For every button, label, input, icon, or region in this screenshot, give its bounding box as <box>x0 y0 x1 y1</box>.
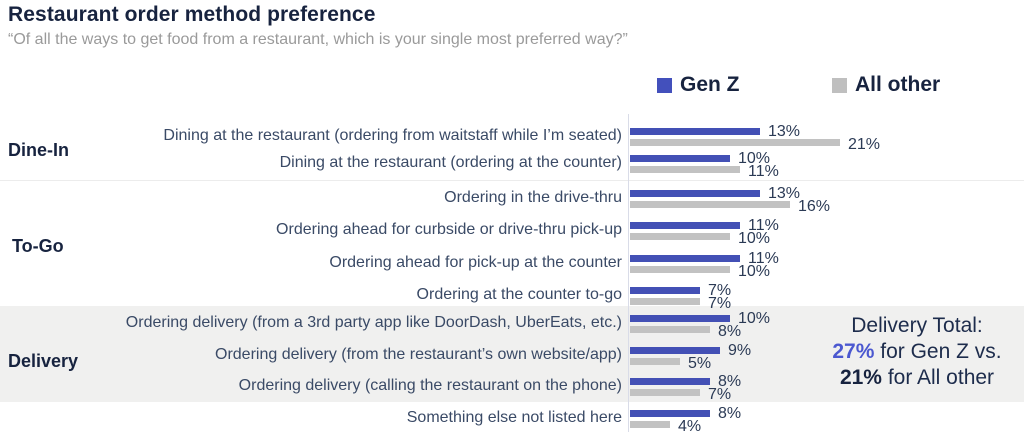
all-other-bar <box>630 201 790 208</box>
chart-subtitle: “Of all the ways to get food from a rest… <box>8 31 628 48</box>
genz-value-label: 10% <box>738 310 771 327</box>
group-label-delivery: Delivery <box>8 351 79 371</box>
row-label: Ordering ahead for pick-up at the counte… <box>329 254 622 271</box>
all-other-bar <box>630 298 700 305</box>
delivery-total-title: Delivery Total: <box>851 314 983 337</box>
all-other-bar <box>630 326 710 333</box>
delivery-total-other-value: 21% <box>839 366 882 389</box>
genz-bar <box>630 128 760 135</box>
row-label: Ordering in the drive-thru <box>444 189 622 206</box>
all-other-bar <box>630 233 730 240</box>
all-other-value-label: 10% <box>738 263 771 280</box>
all-other-bar <box>630 389 700 396</box>
all-other-bar <box>630 358 680 365</box>
group-label-to-go: To-Go <box>12 236 64 256</box>
all-other-value-label: 5% <box>688 355 712 372</box>
row-label: Dining at the restaurant (ordering at th… <box>279 154 622 171</box>
row-label: Ordering delivery (from a 3rd party app … <box>125 314 622 331</box>
genz-value-label: 7% <box>708 282 732 299</box>
genz-value-label: 11% <box>748 250 779 267</box>
group-label-dine-in: Dine-In <box>8 140 69 160</box>
genz-value-label: 13% <box>768 123 801 140</box>
all-other-value-label: 8% <box>718 323 742 340</box>
all-other-value-label: 16% <box>798 198 831 215</box>
all-other-value-label: 21% <box>848 136 881 153</box>
all-other-value-label: 11% <box>748 163 779 180</box>
genz-bar <box>630 155 730 162</box>
row-label: Ordering delivery (calling the restauran… <box>238 377 622 394</box>
genz-value-label: 8% <box>718 373 742 390</box>
row-label: Ordering at the counter to-go <box>416 286 622 303</box>
all-other-bar <box>630 266 730 273</box>
genz-bar <box>630 255 740 262</box>
delivery-total-genz-value: 27% <box>832 340 875 363</box>
genz-swatch-icon <box>657 77 672 93</box>
genz-bar <box>630 315 730 322</box>
genz-bar <box>630 190 760 197</box>
all-other-bar <box>630 166 740 173</box>
genz-bar <box>630 287 700 294</box>
legend-genz-label: Gen Z <box>680 73 740 96</box>
row-label: Ordering delivery (from the restaurant’s… <box>215 346 622 363</box>
all-other-bar <box>630 139 840 146</box>
all-other-value-label: 7% <box>708 386 732 403</box>
delivery-highlight-band <box>0 306 1024 402</box>
legend-all-other-label: All other <box>855 73 941 96</box>
all-other-value-label: 4% <box>678 418 702 435</box>
group-divider-line <box>0 180 1024 181</box>
all-other-value-label: 10% <box>738 230 771 247</box>
genz-bar <box>630 378 710 385</box>
legend-item-genz: Gen Z <box>657 73 740 97</box>
all-other-bar <box>630 421 670 428</box>
all-other-value-label: 7% <box>708 295 732 312</box>
row-label: Ordering ahead for curbside or drive-thr… <box>276 221 622 238</box>
chart-axis-line <box>628 114 629 432</box>
genz-value-label: 13% <box>768 185 801 202</box>
row-label: Dining at the restaurant (ordering from … <box>163 127 622 144</box>
page-title: Restaurant order method preference <box>8 3 376 26</box>
genz-bar <box>630 347 720 354</box>
delivery-total-callout: Delivery Total: 27% for Gen Z vs. 21% fo… <box>814 313 1020 391</box>
genz-value-label: 11% <box>748 217 779 234</box>
genz-value-label: 10% <box>738 150 771 167</box>
genz-bar <box>630 410 710 417</box>
row-label: Something else not listed here <box>406 409 622 426</box>
all-other-swatch-icon <box>832 77 847 93</box>
delivery-total-other-text: for All other <box>881 366 995 389</box>
genz-value-label: 9% <box>728 342 752 359</box>
legend: Gen Z All other <box>0 71 1024 99</box>
genz-value-label: 8% <box>718 405 742 422</box>
delivery-total-genz-text: for Gen Z vs. <box>874 340 1002 363</box>
genz-bar <box>630 222 740 229</box>
legend-item-all-other: All other <box>832 73 940 97</box>
